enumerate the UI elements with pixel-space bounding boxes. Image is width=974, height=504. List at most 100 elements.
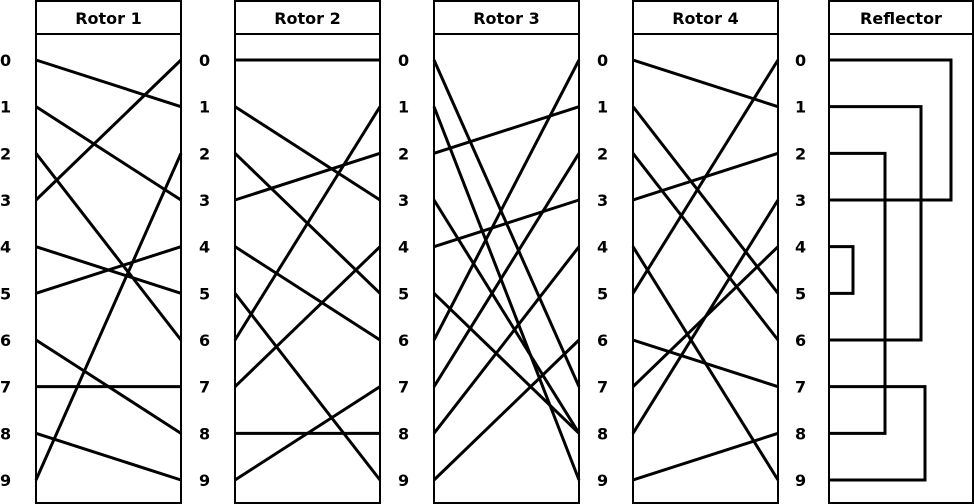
position-label-5: 5 — [597, 284, 608, 303]
position-label-7: 7 — [0, 378, 11, 397]
rotor-3-wire-4-to-3 — [433, 198, 580, 249]
position-label-6: 6 — [795, 331, 806, 350]
rotor-1-title: Rotor 1 — [75, 9, 142, 28]
rotor-1-wire-1-to-3 — [35, 105, 182, 202]
rotor-4 — [631, 33, 780, 504]
rotor-2-wire-7-to-4 — [233, 245, 382, 388]
rotor-4-wire-9-to-8 — [632, 431, 779, 482]
position-label-4: 4 — [0, 238, 11, 257]
position-labels-col-5: 0 1 2 3 4 5 6 7 8 9 — [795, 51, 806, 490]
rotor-4-wire-8-to-3 — [631, 199, 780, 435]
position-label-2: 2 — [199, 144, 210, 163]
position-label-2: 2 — [795, 144, 806, 163]
reflector-loop-7-9 — [829, 385, 927, 482]
reflector-loop-1-6 — [829, 105, 923, 342]
rotor-4-wire-1-to-5 — [631, 105, 780, 295]
position-label-2: 2 — [398, 144, 409, 163]
position-label-8: 8 — [597, 424, 608, 443]
position-label-0: 0 — [398, 51, 409, 70]
position-label-8: 8 — [199, 424, 210, 443]
rotor-4-wire-5-to-0 — [631, 59, 780, 295]
rotor-2-wire-4-to-6 — [234, 245, 381, 342]
rotor-3 — [432, 33, 581, 504]
rotor-4-header: Rotor 4 — [632, 0, 779, 35]
reflector-loop-2-8 — [829, 151, 887, 435]
rotor-1-box — [35, 33, 182, 504]
position-label-9: 9 — [0, 471, 11, 490]
rotor-4-wire-6-to-7 — [632, 338, 779, 389]
rotor-3-box — [433, 33, 580, 504]
rotor-3-wire-9-to-6 — [432, 338, 581, 482]
rotor-2-wire-3-to-2 — [234, 151, 381, 202]
position-label-0: 0 — [0, 51, 11, 70]
rotor-3-title: Rotor 3 — [473, 9, 540, 28]
position-label-4: 4 — [597, 238, 608, 257]
position-label-7: 7 — [795, 378, 806, 397]
position-label-5: 5 — [398, 284, 409, 303]
rotor-3-wire-1-to-9 — [432, 106, 581, 481]
position-label-3: 3 — [597, 191, 608, 210]
position-label-3: 3 — [199, 191, 210, 210]
position-label-5: 5 — [0, 284, 11, 303]
position-label-9: 9 — [199, 471, 210, 490]
rotor-2-box — [234, 33, 381, 504]
rotor-3-wire-2-to-1 — [433, 105, 580, 155]
position-label-2: 2 — [0, 144, 11, 163]
position-label-3: 3 — [795, 191, 806, 210]
position-label-0: 0 — [199, 51, 210, 70]
reflector-header: Reflector — [828, 0, 974, 35]
position-label-4: 4 — [795, 238, 806, 257]
position-label-1: 1 — [398, 98, 409, 117]
rotor-3-wire-5-to-8 — [432, 292, 581, 435]
rotor-2-header: Rotor 2 — [234, 0, 381, 35]
position-label-4: 4 — [398, 238, 409, 257]
rotor-4-wire-0-to-1 — [632, 58, 779, 109]
rotor-1-wire-9-to-2 — [34, 152, 183, 481]
position-label-0: 0 — [795, 51, 806, 70]
position-label-7: 7 — [597, 378, 608, 397]
rotor-1 — [34, 33, 183, 504]
rotor-2-wire-9-to-7 — [234, 385, 381, 482]
position-label-7: 7 — [398, 378, 409, 397]
rotor-3-wire-3-to-8 — [432, 199, 581, 435]
position-label-7: 7 — [199, 378, 210, 397]
position-label-3: 3 — [398, 191, 409, 210]
rotor-3-header: Rotor 3 — [433, 0, 580, 35]
rotor-2-wire-1-to-3 — [234, 105, 381, 202]
position-label-8: 8 — [795, 424, 806, 443]
rotor-1-wire-0-to-1 — [35, 58, 182, 109]
reflector-box — [828, 33, 974, 504]
rotor-1-wire-5-to-4 — [35, 245, 182, 295]
position-label-4: 4 — [199, 238, 210, 257]
position-label-6: 6 — [597, 331, 608, 350]
position-label-6: 6 — [199, 331, 210, 350]
rotor-4-wire-2-to-6 — [631, 152, 780, 341]
rotor-4-box — [632, 33, 779, 504]
position-label-3: 3 — [0, 191, 11, 210]
position-label-1: 1 — [597, 98, 608, 117]
position-label-9: 9 — [795, 471, 806, 490]
reflector-loop-0-3 — [829, 58, 953, 202]
position-label-2: 2 — [597, 144, 608, 163]
position-label-5: 5 — [795, 284, 806, 303]
rotor-1-wire-3-to-0 — [34, 58, 183, 202]
position-label-8: 8 — [398, 424, 409, 443]
position-labels-col-2: 0 1 2 3 4 5 6 7 8 9 — [199, 51, 210, 490]
reflector — [828, 33, 974, 504]
position-label-9: 9 — [597, 471, 608, 490]
rotor-2-title: Rotor 2 — [274, 9, 341, 28]
rotor-3-wire-8-to-4 — [432, 245, 581, 435]
position-label-1: 1 — [0, 98, 11, 117]
reflector-title: Reflector — [860, 9, 942, 28]
rotor-4-title: Rotor 4 — [672, 9, 739, 28]
position-label-1: 1 — [199, 98, 210, 117]
rotor-2-wire-6-to-1 — [233, 105, 382, 341]
reflector-loop-4-5 — [829, 245, 855, 295]
position-labels-col-1: 0 1 2 3 4 5 6 7 8 9 — [0, 51, 11, 490]
rotor-1-wire-8-to-9 — [35, 431, 182, 482]
position-label-6: 6 — [0, 331, 11, 350]
position-label-8: 8 — [0, 424, 11, 443]
position-label-6: 6 — [398, 331, 409, 350]
position-labels-col-4: 0 1 2 3 4 5 6 7 8 9 — [597, 51, 608, 490]
